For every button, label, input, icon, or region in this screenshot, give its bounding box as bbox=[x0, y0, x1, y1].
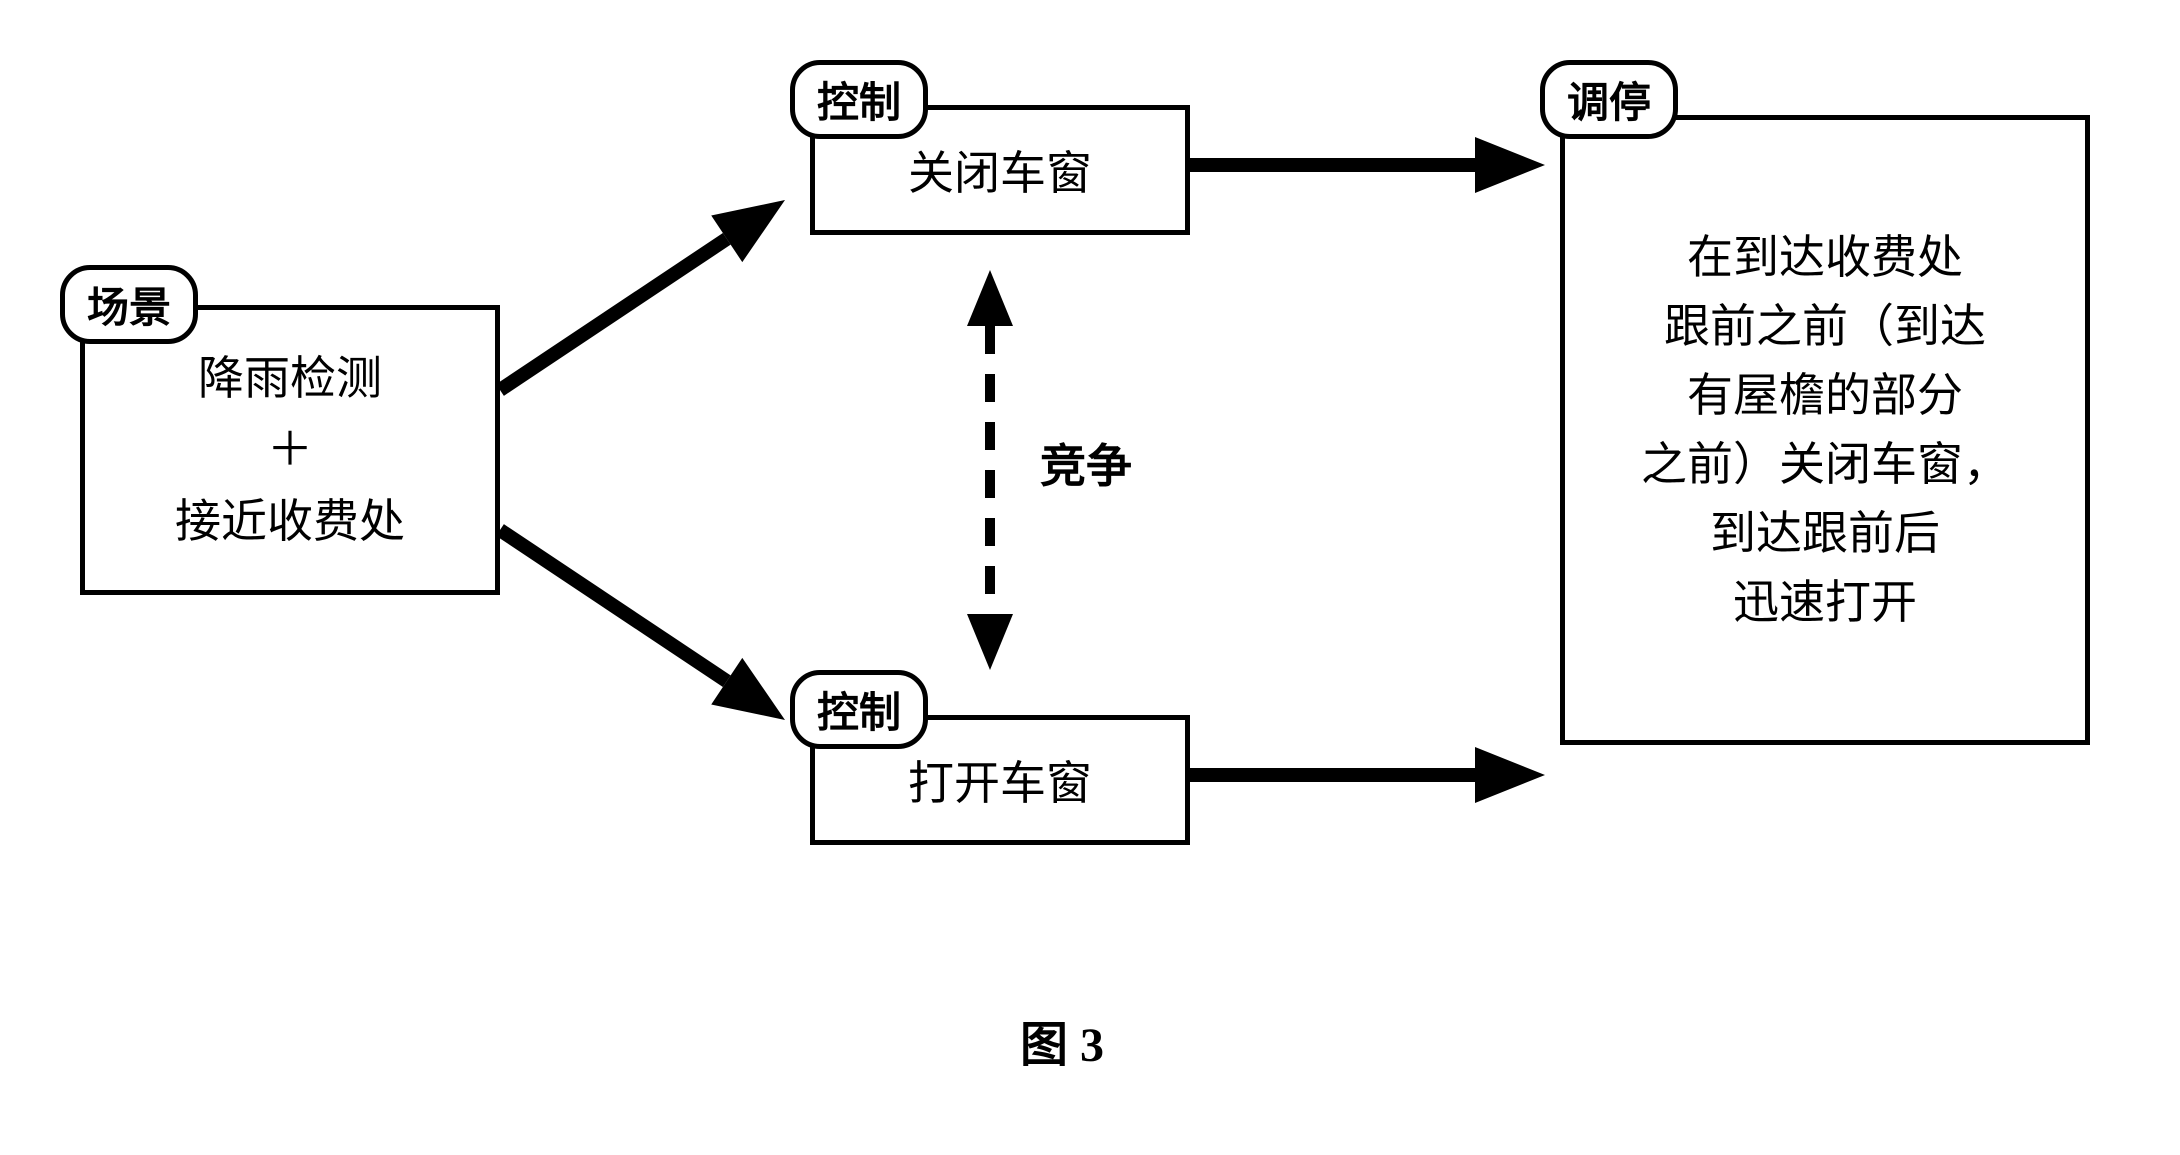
mediation-line1: 在到达收费处 bbox=[1641, 223, 2009, 292]
mediation-line2: 跟前之前（到达 bbox=[1641, 292, 2009, 361]
control-open-tag: 控制 bbox=[790, 670, 928, 749]
control-close-tag-label: 控制 bbox=[817, 81, 901, 127]
mediation-tag: 调停 bbox=[1540, 60, 1678, 139]
control-open-tag-label: 控制 bbox=[817, 691, 901, 737]
competition-text: 竞争 bbox=[1040, 441, 1132, 492]
mediation-line6: 迅速打开 bbox=[1641, 568, 2009, 637]
mediation-line4: 之前）关闭车窗， bbox=[1641, 430, 2009, 499]
scene-line1: 降雨检测 bbox=[175, 343, 405, 414]
flowchart-root: 场景 降雨检测 ＋ 接近收费处 控制 关闭车窗 控制 打开车窗 调停 bbox=[0, 0, 2180, 1155]
scene-line3: 接近收费处 bbox=[175, 486, 405, 557]
scene-tag: 场景 bbox=[60, 265, 198, 344]
control-close-tag: 控制 bbox=[790, 60, 928, 139]
competition-label: 竞争 bbox=[1040, 430, 1132, 496]
figure-text: 图 3 bbox=[1020, 1019, 1104, 1072]
scene-tag-label: 场景 bbox=[87, 286, 171, 332]
mediation-line5: 到达跟前后 bbox=[1641, 499, 2009, 568]
scene-box: 降雨检测 ＋ 接近收费处 bbox=[80, 305, 500, 595]
scene-line2: ＋ bbox=[175, 414, 405, 485]
figure-label: 图 3 bbox=[1020, 1005, 1104, 1075]
mediation-box: 在到达收费处 跟前之前（到达 有屋檐的部分 之前）关闭车窗， 到达跟前后 迅速打… bbox=[1560, 115, 2090, 745]
mediation-line3: 有屋檐的部分 bbox=[1641, 361, 2009, 430]
mediation-tag-label: 调停 bbox=[1567, 81, 1651, 127]
control-close-body: 关闭车窗 bbox=[908, 137, 1092, 203]
control-open-body: 打开车窗 bbox=[908, 747, 1092, 813]
